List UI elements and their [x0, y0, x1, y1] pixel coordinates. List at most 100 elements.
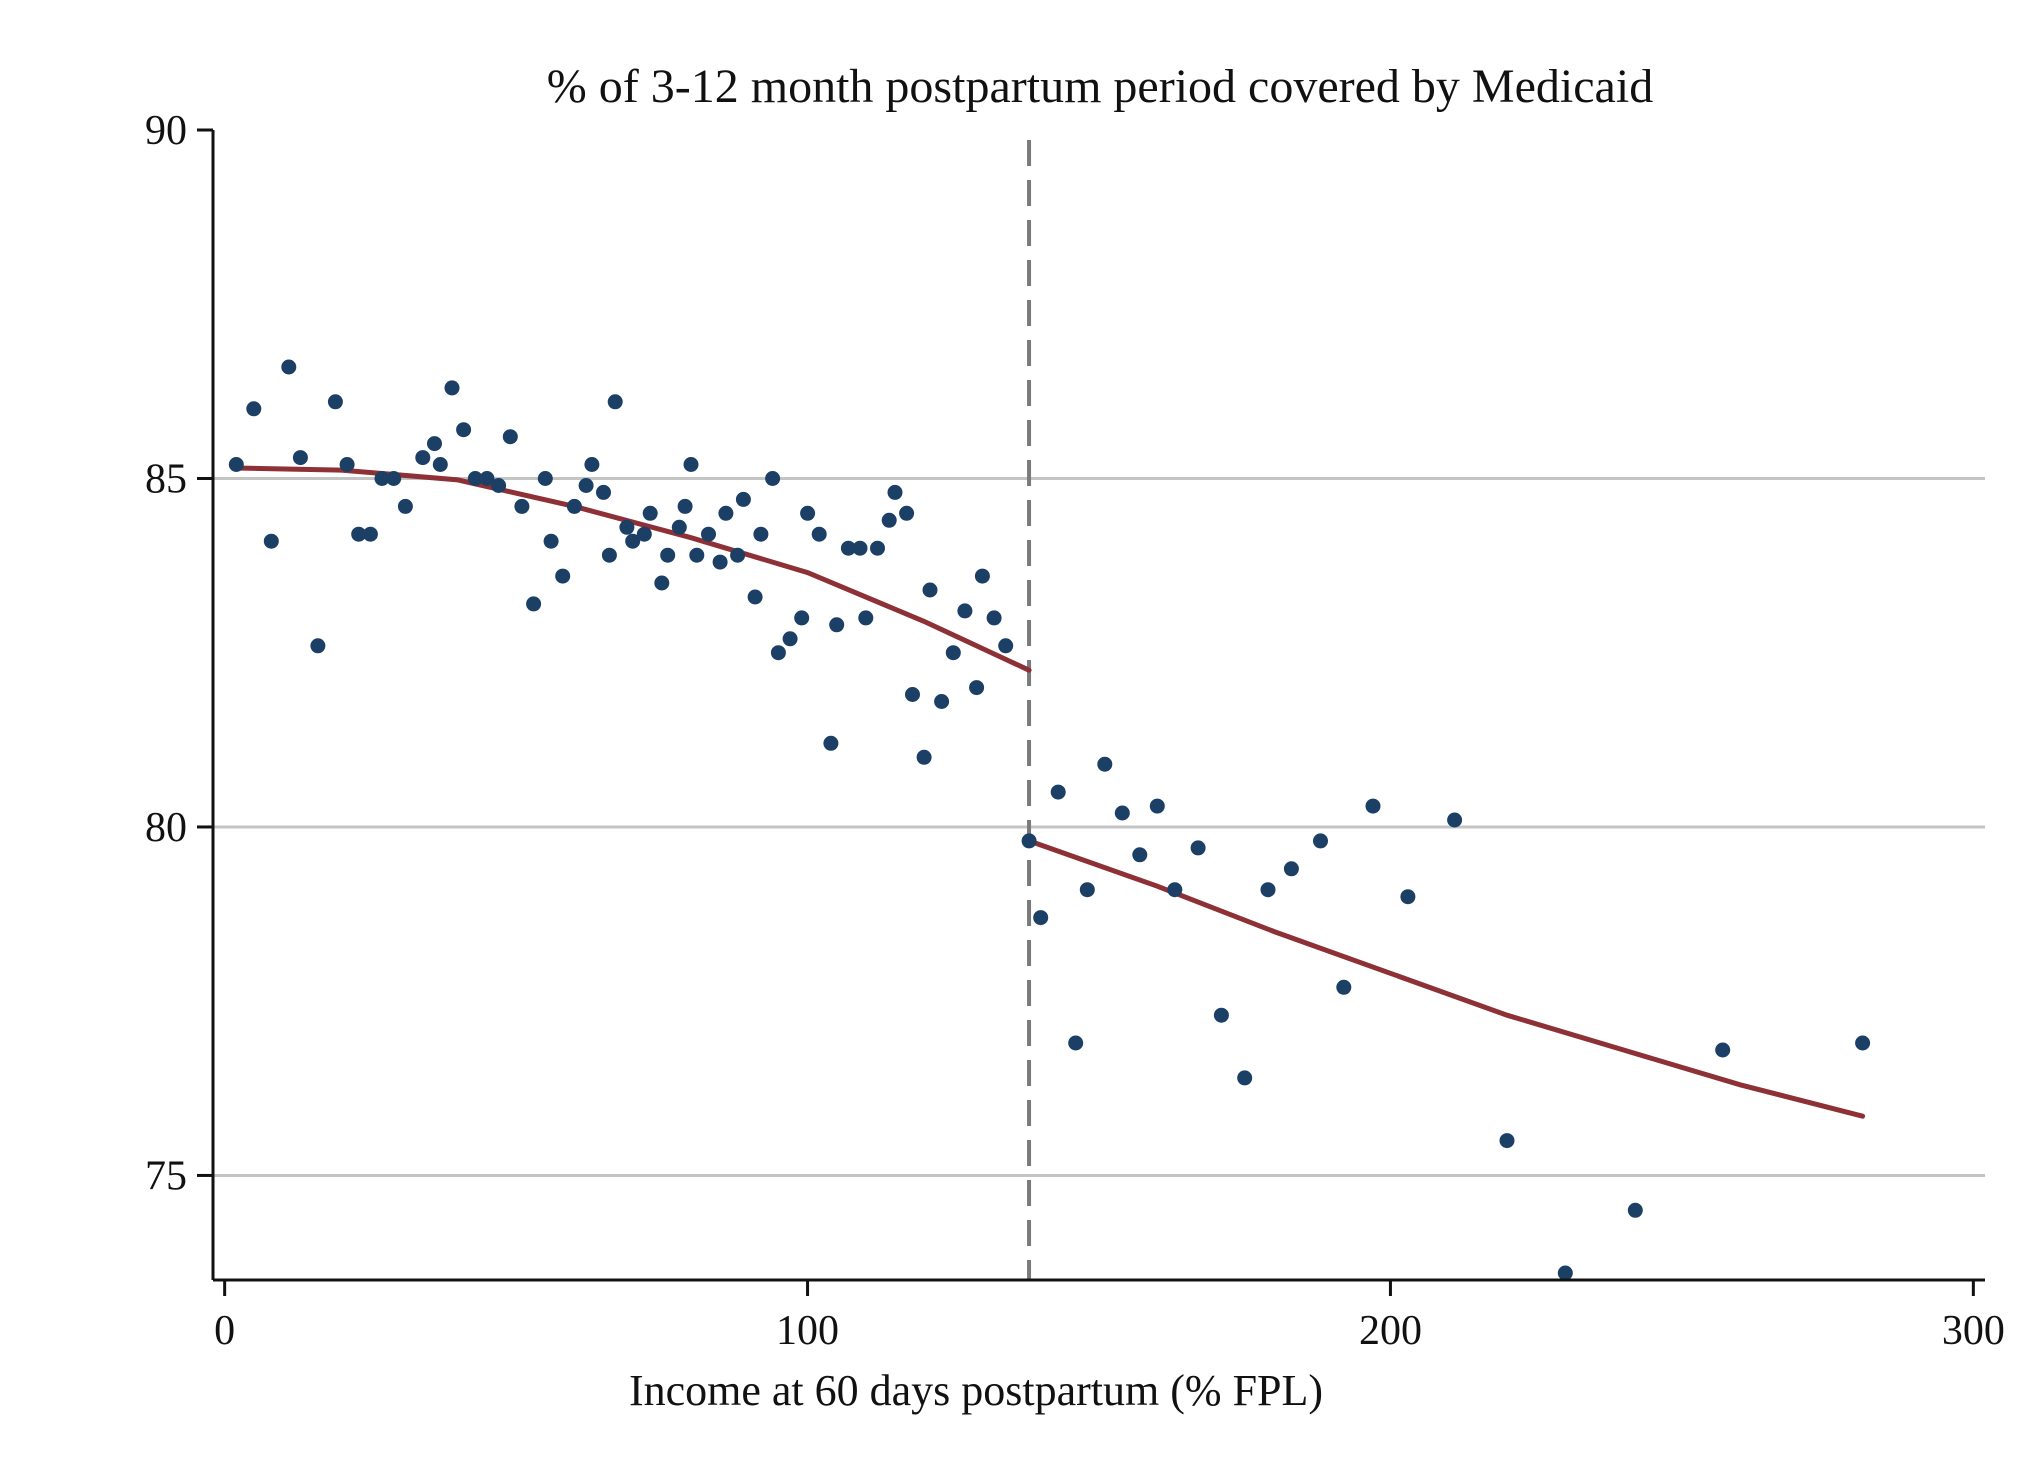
- data-point-72: [974, 568, 990, 584]
- data-point-60: [858, 610, 874, 626]
- data-point-31: [601, 547, 617, 563]
- data-point-89: [1283, 861, 1299, 877]
- data-point-14: [427, 436, 442, 452]
- data-point-82: [1132, 847, 1148, 863]
- data-point-69: [945, 645, 961, 661]
- data-point-40: [677, 498, 693, 514]
- data-point-41: [683, 457, 699, 472]
- data-point-9: [362, 526, 378, 542]
- data-point-39: [671, 519, 687, 535]
- grid-lines: [213, 476, 1985, 1177]
- x-tick-label-3: 300: [1942, 1308, 2005, 1354]
- data-point-70: [957, 603, 973, 619]
- data-point-47: [735, 491, 751, 507]
- data-point-97: [1627, 1202, 1643, 1218]
- data-point-7: [339, 457, 355, 472]
- data-point-56: [823, 735, 839, 751]
- data-point-17: [456, 422, 472, 438]
- data-point-73: [986, 610, 1002, 626]
- data-point-92: [1365, 798, 1381, 814]
- data-point-24: [537, 471, 553, 486]
- chart-title: % of 3-12 month postpartum period covere…: [547, 60, 1653, 113]
- data-point-13: [415, 450, 431, 466]
- data-point-29: [584, 457, 600, 472]
- data-point-67: [922, 582, 938, 598]
- data-point-95: [1499, 1133, 1515, 1149]
- data-point-28: [578, 478, 594, 493]
- data-point-54: [800, 505, 816, 521]
- y-tick-label-3: 90: [145, 108, 187, 154]
- data-point-57: [829, 617, 845, 633]
- data-point-90: [1313, 833, 1328, 849]
- data-point-6: [327, 394, 343, 410]
- data-point-4: [292, 450, 308, 466]
- tick-labels: 75 80 85 90 0 100 200 300: [145, 108, 2005, 1354]
- data-point-23: [526, 596, 542, 612]
- data-point-53: [794, 610, 810, 626]
- data-point-87: [1237, 1070, 1253, 1086]
- data-point-3: [281, 359, 297, 375]
- data-point-52: [782, 631, 798, 647]
- data-point-94: [1447, 812, 1463, 828]
- data-point-63: [887, 484, 903, 500]
- data-point-98: [1715, 1042, 1731, 1058]
- data-point-34: [625, 533, 641, 549]
- data-point-88: [1260, 882, 1276, 898]
- data-point-36: [642, 505, 658, 521]
- scatter-points: [228, 359, 1871, 1281]
- data-point-48: [747, 589, 763, 605]
- x-axis-title: Income at 60 days postpartum (% FPL): [629, 1366, 1323, 1415]
- data-point-61: [870, 540, 885, 556]
- data-point-19: [479, 471, 495, 486]
- data-point-85: [1190, 840, 1206, 856]
- data-point-83: [1149, 798, 1165, 814]
- data-point-12: [397, 498, 413, 514]
- data-point-59: [852, 540, 868, 556]
- data-point-96: [1557, 1265, 1573, 1281]
- data-point-66: [916, 749, 932, 765]
- axes: [197, 128, 1985, 1296]
- data-point-77: [1050, 784, 1066, 800]
- data-point-35: [636, 526, 652, 542]
- data-point-43: [701, 526, 716, 542]
- fit-line-1: [233, 465, 1032, 673]
- data-point-80: [1097, 756, 1113, 772]
- y-tick-label-1: 80: [145, 805, 187, 851]
- data-point-76: [1033, 910, 1049, 926]
- y-tick-label-0: 75: [145, 1153, 187, 1199]
- x-tick-label-2: 200: [1359, 1308, 1422, 1354]
- data-point-81: [1114, 805, 1130, 821]
- data-point-5: [310, 638, 326, 654]
- data-point-37: [654, 575, 670, 591]
- data-point-44: [712, 554, 728, 570]
- data-point-30: [596, 484, 611, 500]
- x-tick-label-1: 100: [776, 1308, 839, 1354]
- data-point-10: [374, 471, 390, 486]
- data-point-49: [753, 526, 769, 542]
- data-point-15: [432, 457, 448, 472]
- data-point-64: [899, 505, 915, 521]
- data-point-11: [386, 471, 402, 486]
- data-point-26: [555, 568, 571, 584]
- data-point-2: [263, 533, 279, 549]
- data-point-86: [1213, 1007, 1229, 1023]
- data-point-46: [730, 547, 746, 563]
- data-point-75: [1021, 833, 1037, 849]
- data-point-21: [502, 429, 518, 445]
- data-point-79: [1079, 882, 1095, 898]
- y-tick-label-2: 85: [145, 456, 187, 502]
- data-point-32: [607, 394, 623, 410]
- data-point-62: [881, 512, 897, 528]
- data-point-27: [566, 498, 582, 514]
- x-tick-label-0: 0: [214, 1308, 235, 1354]
- data-point-78: [1068, 1035, 1084, 1051]
- data-point-84: [1167, 882, 1183, 898]
- data-point-99: [1855, 1035, 1871, 1051]
- data-point-51: [770, 645, 786, 661]
- data-point-45: [718, 505, 734, 521]
- data-point-1: [246, 401, 262, 417]
- data-point-93: [1400, 889, 1416, 905]
- data-point-38: [660, 547, 676, 563]
